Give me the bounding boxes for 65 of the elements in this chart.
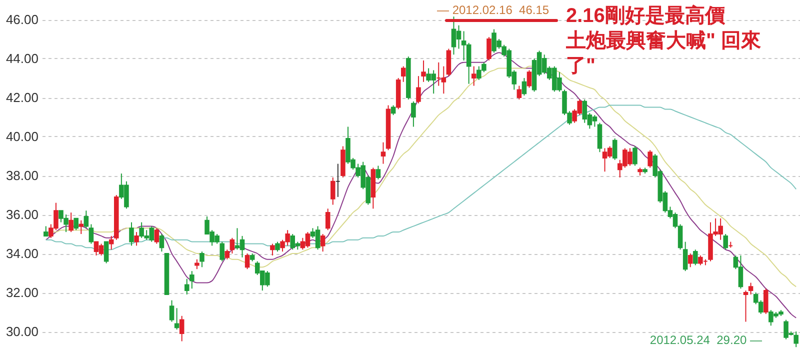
candlestick <box>688 253 693 268</box>
candlestick <box>526 70 532 88</box>
candlestick <box>743 290 748 322</box>
candlestick <box>220 241 225 262</box>
candlestick <box>723 234 728 250</box>
candlestick <box>194 258 200 270</box>
candlestick <box>74 218 78 231</box>
candlestick <box>68 212 74 233</box>
candlestick <box>154 228 160 244</box>
candlestick <box>648 150 652 168</box>
y-tick-label: 44.00 <box>6 51 38 66</box>
candlestick <box>522 78 527 96</box>
candlestick <box>516 85 522 100</box>
candlestick <box>597 122 602 153</box>
candlestick <box>270 243 275 256</box>
candlestick <box>325 208 330 231</box>
candlestick <box>244 253 250 270</box>
candlestick <box>134 232 139 246</box>
candlestick <box>224 249 230 260</box>
candlestick <box>200 251 204 268</box>
candlestick <box>108 235 114 250</box>
annotation: 土炮最興奮大喊" 回來了" <box>566 29 762 79</box>
candlestick <box>184 278 190 295</box>
candlestick <box>471 66 476 86</box>
candlestick <box>230 237 235 254</box>
candlestick <box>320 234 326 252</box>
annotation: 2.16剛好是最高價 <box>566 4 726 29</box>
candlestick <box>159 234 164 252</box>
y-tick-label: 42.00 <box>6 90 38 105</box>
candlestick <box>764 288 768 314</box>
candlestick <box>486 36 492 61</box>
candlestick <box>632 146 638 166</box>
candlestick <box>446 48 452 77</box>
candlestick <box>169 300 174 322</box>
candlestick <box>380 142 386 164</box>
candlestick <box>682 241 688 272</box>
candlestick <box>179 315 184 342</box>
candlestick <box>612 138 618 160</box>
candlestick <box>376 165 381 180</box>
y-tick-label: 36.00 <box>6 207 38 222</box>
candlestick <box>421 60 426 82</box>
candlestick <box>84 210 89 229</box>
candlestick <box>748 282 754 295</box>
candlestick <box>190 270 194 290</box>
y-tick-label: 30.00 <box>6 324 38 339</box>
candlestick <box>104 241 109 264</box>
annotation: — 2012.02.16 46.15 <box>437 3 550 17</box>
candlestick <box>390 104 396 116</box>
candlestick <box>400 66 406 82</box>
candlestick <box>275 241 280 252</box>
candlestick <box>794 331 798 348</box>
y-tick-label: 38.00 <box>6 168 38 183</box>
annotation: 2012.05.24 29.20 — <box>650 333 762 347</box>
candlestick <box>411 100 416 128</box>
y-tick-label: 46.00 <box>6 12 38 27</box>
candlestick <box>174 308 180 330</box>
candlestick <box>693 249 698 266</box>
candlestick <box>416 76 421 104</box>
candlestick <box>330 176 336 206</box>
y-tick-label: 40.00 <box>6 129 38 144</box>
candlestick <box>44 226 48 236</box>
y-tick-label: 34.00 <box>6 246 38 261</box>
y-tick-label: 32.00 <box>6 285 38 300</box>
candlestick <box>88 224 94 244</box>
candlestick <box>129 222 134 246</box>
